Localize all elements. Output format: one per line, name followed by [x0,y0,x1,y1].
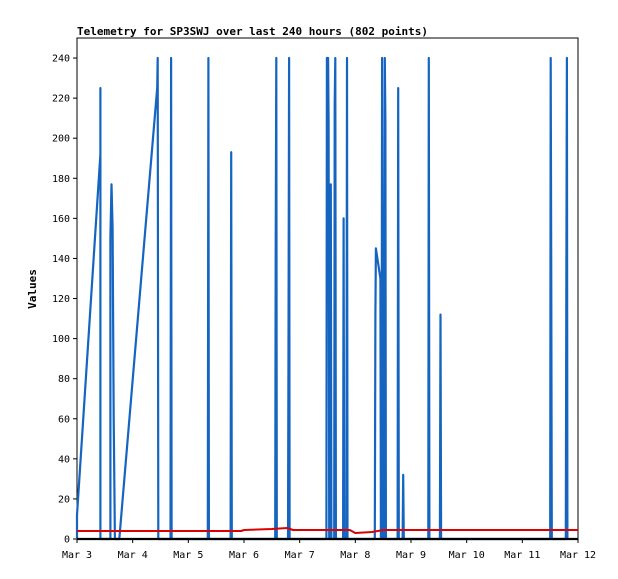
y-axis: 0 20 40 60 80 100 120 140 160 180 200 220 240 [52,54,77,546]
x-tick-label: Mar 12 [560,550,596,561]
y-tick-label: 240 [52,54,70,65]
x-tick-label: Mar 8 [340,550,370,561]
x-tick-label: Mar 4 [118,550,148,561]
y-tick-label: 200 [52,134,70,145]
x-tick-label: Mar 9 [396,550,426,561]
y-tick-label: 120 [52,294,70,305]
x-tick-label: Mar 3 [62,550,92,561]
y-tick-label: 20 [58,494,70,505]
y-tick-label: 180 [52,174,70,185]
y-tick-label: 60 [58,414,70,425]
x-tick-label: Mar 6 [229,550,259,561]
y-tick-label: 220 [52,94,70,105]
y-tick-label: 140 [52,254,70,265]
x-tick-label: Mar 7 [285,550,315,561]
chart-title: Telemetry for SP3SWJ over last 240 hours… [77,25,428,38]
y-tick-label: 100 [52,334,70,345]
series-layer [75,56,578,541]
y-tick-label: 40 [58,454,70,465]
x-axis: Mar 3 Mar 4 Mar 5 Mar 6 Mar 7 Mar 8 Mar 9 Mar 1… [62,539,596,561]
y-tick-label: 80 [58,374,70,385]
y-axis-label: Values [26,269,39,309]
x-tick-label: Mar 10 [449,550,485,561]
x-tick-label: Mar 11 [504,550,540,561]
x-tick-label: Mar 5 [173,550,203,561]
y-tick-label: 0 [64,535,70,546]
y-tick-label: 160 [52,214,70,225]
series-line-2 [77,527,578,534]
